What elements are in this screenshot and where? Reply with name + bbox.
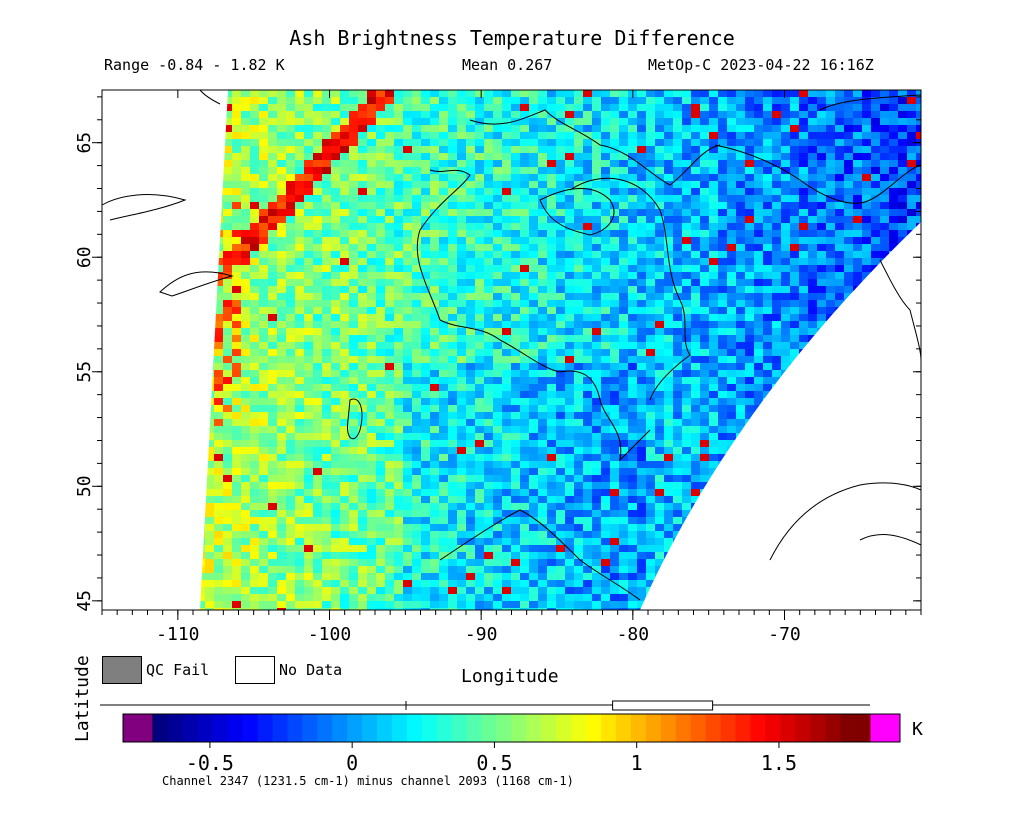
colorbar-segment <box>302 714 318 742</box>
coastline-11 <box>769 482 922 561</box>
y-tick-label: 55 <box>74 361 95 383</box>
colorbar-segment <box>675 714 692 742</box>
colorbar-segment <box>242 714 259 742</box>
colorbar-segment <box>257 714 273 742</box>
no-data-label: No Data <box>279 661 343 679</box>
colorbar-unit: K <box>912 719 923 740</box>
colorbar-segment <box>795 714 811 742</box>
y-axis-label: Latitude <box>72 655 93 742</box>
colorbar-segment <box>451 714 468 742</box>
colorbar-segment <box>526 714 542 742</box>
colorbar-segment <box>750 714 766 742</box>
coastlines <box>101 89 922 601</box>
coastline-3 <box>416 169 651 462</box>
colorbar-segment <box>705 714 722 742</box>
colorbar-segment <box>182 714 199 742</box>
map-plot: -110 -100 -90 -80 -70 45 50 55 60 65 <box>74 89 922 645</box>
colorbar-segment <box>631 714 647 742</box>
coastline-6 <box>569 177 691 401</box>
coastline-13 <box>879 259 922 361</box>
colorbar-segment <box>496 714 512 742</box>
colorbar-tick-label: 1.5 <box>761 751 797 775</box>
colorbar-tick-label: 0 <box>346 751 358 775</box>
colorbar-segment <box>377 714 393 742</box>
colorbar-segment <box>586 714 602 742</box>
coastline-0 <box>101 194 187 221</box>
colorbar-segment <box>317 714 333 742</box>
range-text: Range -0.84 - 1.82 K <box>104 56 285 74</box>
qc-fail-label: QC Fail <box>146 661 210 679</box>
colorbar-tick-label: 0.5 <box>476 751 512 775</box>
colorbar-segment <box>735 714 751 742</box>
x-tick-label: -90 <box>465 624 498 645</box>
coastline-2 <box>199 89 221 105</box>
colorbar-segment <box>392 714 408 742</box>
colorbar-tick-label: -0.5 <box>186 751 234 775</box>
colorbar-segment <box>197 714 214 742</box>
colorbar-segment <box>556 714 572 742</box>
colorbar-segment <box>825 714 841 742</box>
colorbar-segment <box>347 714 363 742</box>
colorbar-segment <box>810 714 826 742</box>
whisker-box <box>612 700 714 711</box>
qc-fail-swatch <box>102 656 142 684</box>
colorbar-segment <box>362 714 378 742</box>
colorbar-segment <box>167 714 184 742</box>
x-axis-label: Longitude <box>461 666 559 687</box>
coastline-1 <box>159 271 234 297</box>
colorbar-segment <box>436 714 453 742</box>
y-tick-label: 50 <box>74 475 95 497</box>
x-tick-label: -80 <box>617 624 650 645</box>
x-tick-label: -100 <box>308 624 351 645</box>
colorbar-segment <box>601 714 617 742</box>
colorbar-segment <box>212 714 229 742</box>
colorbar-segment <box>541 714 557 742</box>
colorbar-segment <box>690 714 707 742</box>
y-tick-label: 60 <box>74 246 95 268</box>
colorbar-segment <box>332 714 348 742</box>
x-tick-label: -110 <box>156 624 199 645</box>
colorbar-segment <box>855 714 871 742</box>
colorbar-frame <box>122 713 901 743</box>
x-tick-label: -70 <box>768 624 801 645</box>
coastline-4 <box>469 109 721 186</box>
colorbar-segment <box>421 714 438 742</box>
coastline-12 <box>859 534 922 546</box>
colorbar-segment <box>287 714 303 742</box>
colorbar-segment <box>466 714 483 742</box>
colorbar-segment <box>660 714 677 742</box>
colorbar-segment <box>765 714 781 742</box>
swath-data <box>200 90 921 610</box>
coastline-10 <box>439 509 641 601</box>
colorbar-segment <box>780 714 796 742</box>
colorbar-segment <box>227 714 244 742</box>
colorbar-tick-label: 1 <box>631 751 643 775</box>
colorbar-over <box>869 713 901 743</box>
colorbar-segment <box>481 714 498 742</box>
colorbar-segment <box>272 714 288 742</box>
y-tick-label: 45 <box>74 590 95 612</box>
satellite-timestamp: MetOp-C 2023-04-22 16:16Z <box>648 56 874 74</box>
colorbar-segment <box>840 714 856 742</box>
coastline-9 <box>346 398 363 440</box>
mean-text: Mean 0.267 <box>462 56 553 74</box>
colorbar-segment <box>511 714 527 742</box>
no-data-swatch <box>235 656 275 684</box>
coastline-8 <box>819 94 922 111</box>
y-tick-label: 65 <box>74 132 95 154</box>
colorbar-under <box>122 713 154 743</box>
colorbar-segment <box>571 714 587 742</box>
colorbar-segment <box>645 714 662 742</box>
chart-title: Ash Brightness Temperature Difference <box>289 26 735 50</box>
colorbar-segment <box>616 714 632 742</box>
channel-footnote: Channel 2347 (1231.5 cm-1) minus channel… <box>162 774 574 788</box>
colorbar-segment <box>153 714 169 742</box>
coastline-7 <box>714 144 922 204</box>
colorbar-segment <box>406 714 423 742</box>
colorbar-segment <box>720 714 737 742</box>
